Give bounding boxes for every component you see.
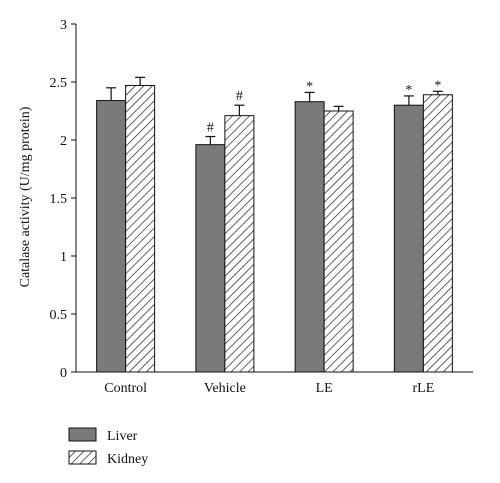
x-tick-label: Vehicle [204,381,246,396]
x-tick-label: rLE [412,381,434,396]
significance-marker: # [207,121,214,136]
bar-liver-le [294,101,325,373]
legend: Liver Kidney [68,427,148,467]
significance-marker: * [405,83,412,98]
y-axis-label: Catalase activity (U/mg protein) [18,106,33,287]
bar-kidney-le [323,110,354,373]
legend-label-kidney: Kidney [107,452,148,467]
bar-kidney-rle [422,94,453,373]
bar-liver-control [96,100,127,373]
significance-marker: * [306,79,313,94]
y-tick-label: 0.5 [50,308,68,323]
legend-swatch-liver [68,427,97,442]
y-tick-label: 0 [60,366,67,381]
y-tick-label: 2.5 [50,76,68,91]
x-tick-label: LE [316,381,333,396]
bars: # # * * * [96,76,453,373]
significance-marker: # [236,89,243,104]
y-tick-label: 3 [60,18,67,33]
bar-kidney-vehicle [224,115,255,373]
bar-kidney-control [125,84,156,373]
legend-swatch-kidney [68,450,97,465]
y-tick-label: 1.5 [50,192,68,207]
bar-liver-rle [393,104,424,373]
y-tick-label: 2 [60,134,67,149]
y-tick-label: 1 [60,250,67,265]
y-axis: 0 0.5 1 1.5 2 2.5 3 [50,18,77,381]
bar-liver-vehicle [195,144,226,373]
significance-marker: * [434,78,441,93]
x-axis: Control Vehicle LE rLE [76,371,473,396]
x-tick-label: Control [104,381,147,396]
legend-label-liver: Liver [107,429,138,444]
